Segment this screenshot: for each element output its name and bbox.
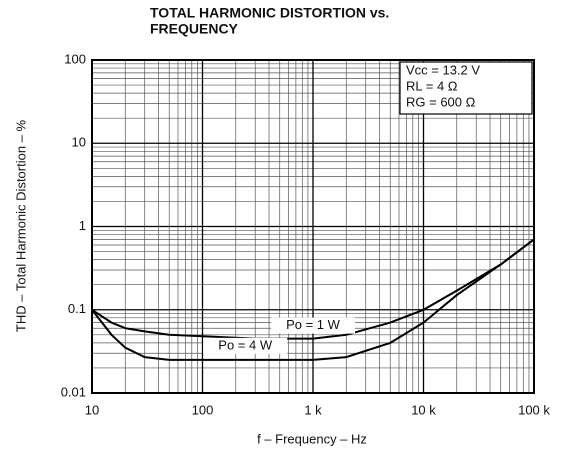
series-label: Po = 4 W: [218, 337, 273, 352]
y-tick-label: 10: [72, 135, 86, 150]
x-tick-label: 1 k: [304, 402, 322, 417]
chart-title: TOTAL HARMONIC DISTORTION vs.: [150, 5, 389, 21]
x-tick-label: 100: [192, 402, 214, 417]
x-tick-label: 100 k: [518, 402, 550, 417]
x-tick-label: 10 k: [411, 402, 436, 417]
annotation: Vcc = 13.2 V: [406, 62, 480, 77]
chart-subtitle: FREQUENCY: [150, 21, 239, 37]
y-tick-label: 0.1: [68, 301, 86, 316]
annotation: RG = 600 Ω: [406, 94, 476, 109]
series-label-bg: [271, 317, 355, 334]
series-line: [91, 238, 535, 361]
x-axis-label: f – Frequency – Hz: [257, 431, 367, 446]
x-tick-label: 10: [85, 402, 99, 417]
plot-frame: [91, 59, 535, 394]
y-tick-label: 100: [64, 51, 86, 66]
series-label-bg: [203, 337, 288, 354]
y-tick-label: 1: [79, 218, 86, 233]
annotation-box: [399, 61, 533, 115]
series-label: Po = 1 W: [286, 317, 341, 332]
annotation: RL = 4 Ω: [406, 78, 458, 93]
y-axis-label: THD – Total Harmonic Distortion – %: [13, 119, 28, 332]
y-tick-label: 0.01: [61, 384, 86, 399]
